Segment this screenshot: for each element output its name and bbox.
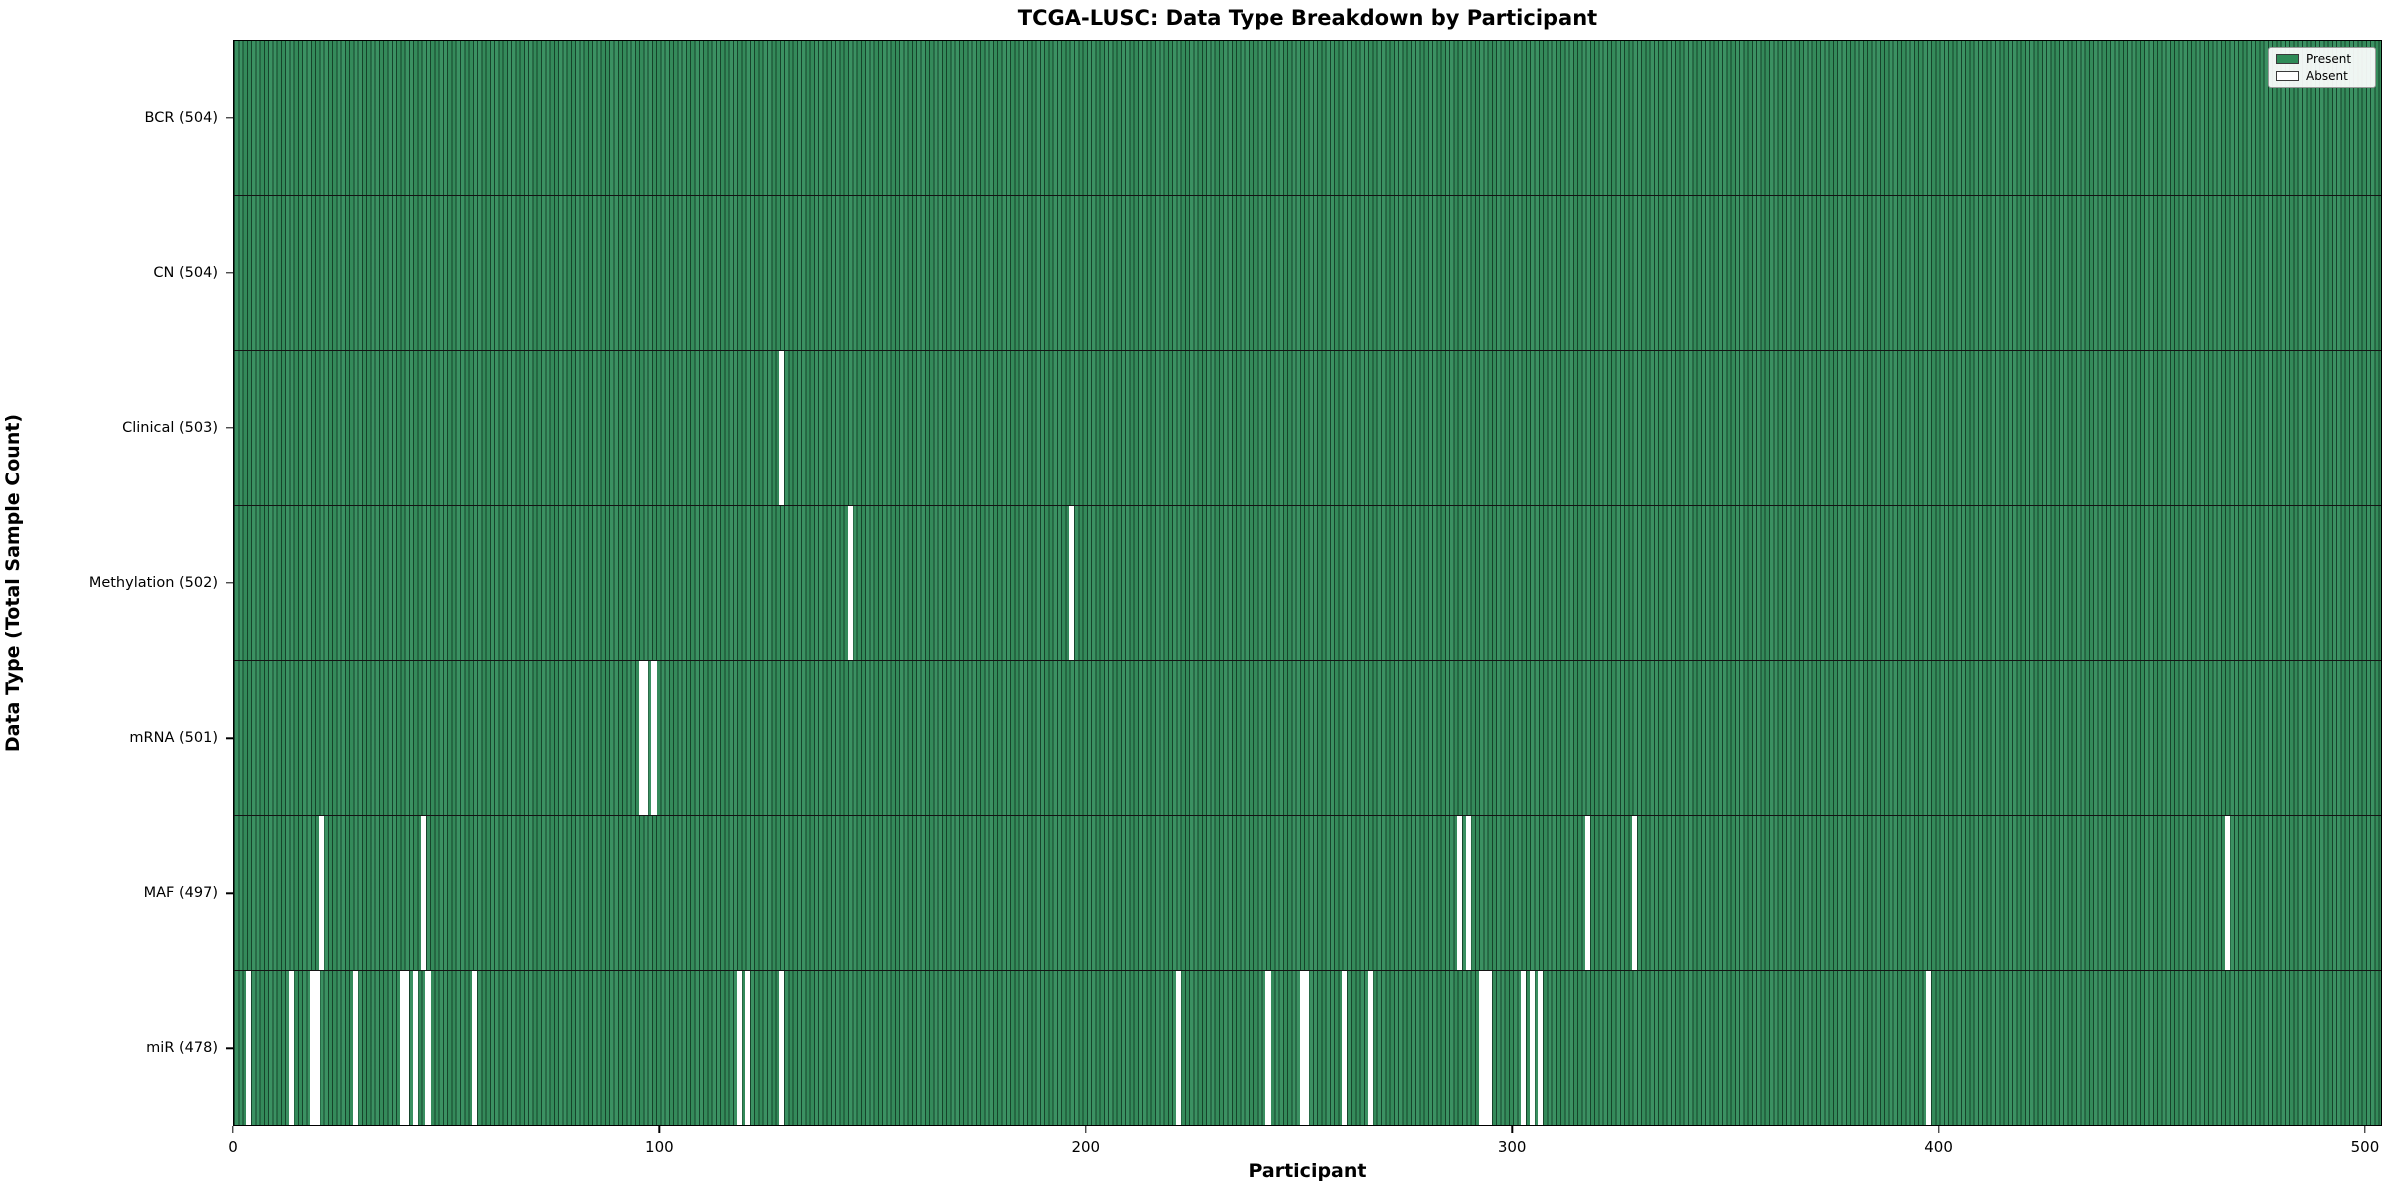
- absent-stripe: [1457, 816, 1463, 970]
- x-tick-mark: [1511, 1126, 1513, 1133]
- x-tick-mark: [1937, 1126, 1940, 1133]
- absent-stripe: [421, 816, 427, 970]
- absent-stripe: [1175, 971, 1181, 1125]
- chart-title: TCGA-LUSC: Data Type Breakdown by Partic…: [1017, 6, 1598, 30]
- absent-stripe: [1367, 971, 1373, 1125]
- row-band-MAF: [234, 815, 2381, 970]
- absent-stripe: [289, 971, 295, 1125]
- row-band-mRNA: [234, 660, 2381, 815]
- row-band-Clinical: [234, 350, 2381, 505]
- absent-stripe: [352, 971, 359, 1125]
- y-tick-mark: [226, 1047, 233, 1050]
- absent-stripe: [1465, 816, 1471, 970]
- legend-entry-absent: Absent: [2276, 70, 2368, 82]
- absent-stripe: [472, 971, 478, 1125]
- absent-stripe: [1487, 971, 1493, 1125]
- y-tick-mark: [226, 737, 233, 739]
- absent-stripe: [399, 971, 405, 1125]
- absent-stripe: [638, 661, 644, 815]
- x-tick-mark: [1085, 1126, 1087, 1133]
- y-tick-label-Methylation: Methylation (502): [88, 575, 218, 591]
- y-tick-mark: [226, 427, 233, 429]
- y-tick-mark: [226, 892, 233, 894]
- absent-stripe: [2224, 816, 2230, 970]
- row-band-miR: [234, 970, 2381, 1125]
- legend-entry-present: Present: [2276, 53, 2368, 65]
- y-tick-label-CN: CN (504): [153, 264, 218, 281]
- y-tick-label-Clinical: Clinical (503): [122, 419, 218, 436]
- x-tick-mark: [2364, 1126, 2366, 1133]
- absent-stripe: [1303, 971, 1309, 1125]
- absent-stripe: [642, 661, 648, 815]
- x-tick-label-400: 400: [1924, 1138, 1953, 1156]
- x-tick-label-100: 100: [645, 1138, 674, 1156]
- absent-stripe: [314, 971, 320, 1125]
- plot-area: [233, 40, 2382, 1126]
- absent-stripe: [847, 506, 853, 660]
- row-band-BCR: [234, 41, 2381, 195]
- absent-stripe: [779, 351, 785, 505]
- absent-stripe: [412, 971, 418, 1125]
- absent-stripe: [1265, 971, 1271, 1125]
- legend-swatch-absent: [2276, 71, 2299, 81]
- y-tick-mark: [226, 272, 233, 274]
- y-tick-label-BCR: BCR (504): [144, 109, 219, 126]
- x-tick-label-500: 500: [2350, 1138, 2380, 1156]
- absent-stripe: [745, 971, 751, 1125]
- legend: Present Absent: [2268, 47, 2376, 88]
- absent-stripe: [1926, 971, 1932, 1125]
- absent-stripe: [1538, 971, 1544, 1125]
- absent-stripe: [1299, 971, 1305, 1125]
- absent-stripe: [1521, 971, 1527, 1125]
- absent-stripe: [404, 971, 410, 1125]
- absent-stripe: [1342, 971, 1348, 1125]
- absent-stripe: [1585, 816, 1591, 970]
- x-tick-label-0: 0: [228, 1138, 238, 1156]
- legend-swatch-present: [2276, 54, 2299, 64]
- y-tick-mark: [226, 582, 233, 584]
- x-tick-mark: [658, 1126, 661, 1133]
- x-tick-mark: [232, 1126, 234, 1133]
- absent-stripe: [736, 971, 742, 1125]
- absent-stripe: [246, 971, 252, 1125]
- x-tick-label-200: 200: [1071, 1138, 1101, 1156]
- legend-label: Present: [2306, 52, 2352, 66]
- absent-stripe: [651, 661, 657, 815]
- y-axis-title: Data Type (Total Sample Count): [2, 413, 24, 753]
- absent-stripe: [310, 971, 316, 1125]
- legend-label: Absent: [2306, 69, 2348, 83]
- row-band-Methylation: [234, 505, 2381, 660]
- y-tick-mark: [226, 116, 233, 119]
- row-band-CN: [234, 195, 2381, 350]
- absent-stripe: [1529, 971, 1535, 1125]
- y-tick-label-MAF: MAF (497): [143, 885, 218, 902]
- absent-stripe: [1632, 816, 1638, 970]
- x-axis-title: Participant: [1248, 1160, 1367, 1182]
- absent-stripe: [1482, 971, 1488, 1125]
- absent-stripe: [779, 971, 785, 1125]
- absent-stripe: [1069, 506, 1075, 660]
- absent-stripe: [318, 816, 324, 970]
- x-tick-label-300: 300: [1497, 1138, 1527, 1156]
- y-tick-label-mRNA: mRNA (501): [129, 730, 218, 747]
- absent-stripe: [1478, 971, 1484, 1125]
- y-tick-label-miR: miR (478): [146, 1040, 218, 1057]
- absent-stripe: [425, 971, 431, 1125]
